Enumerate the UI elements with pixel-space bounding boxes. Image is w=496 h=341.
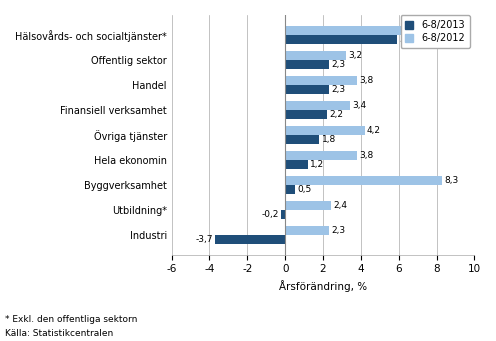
Bar	[285, 51, 346, 60]
Bar	[285, 151, 357, 160]
Text: 2,3: 2,3	[331, 226, 345, 235]
X-axis label: Årsförändring, %: Årsförändring, %	[279, 280, 367, 292]
Bar	[285, 135, 319, 144]
Text: Källa: Statistikcentralen: Källa: Statistikcentralen	[5, 329, 113, 338]
Text: 3,8: 3,8	[360, 151, 373, 160]
Bar	[285, 110, 327, 119]
Text: 2,4: 2,4	[333, 201, 347, 210]
Bar	[285, 76, 357, 85]
Bar	[285, 126, 365, 135]
Text: 3,4: 3,4	[352, 101, 366, 110]
Text: -3,7: -3,7	[195, 235, 213, 244]
Text: 1,2: 1,2	[310, 160, 324, 169]
Bar	[285, 26, 416, 35]
Bar	[215, 235, 285, 244]
Text: 6,9: 6,9	[418, 26, 433, 35]
Bar	[285, 160, 308, 169]
Text: 4,2: 4,2	[367, 126, 381, 135]
Text: 8,3: 8,3	[444, 176, 459, 185]
Text: 3,2: 3,2	[348, 51, 362, 60]
Text: 3,8: 3,8	[360, 76, 373, 85]
Bar	[285, 176, 442, 185]
Text: 0,5: 0,5	[297, 185, 311, 194]
Bar	[285, 201, 331, 210]
Text: -0,2: -0,2	[262, 210, 279, 219]
Text: 5,9: 5,9	[399, 35, 413, 44]
Legend: 6-8/2013, 6-8/2012: 6-8/2013, 6-8/2012	[401, 15, 470, 48]
Bar	[285, 226, 329, 235]
Text: * Exkl. den offentliga sektorn: * Exkl. den offentliga sektorn	[5, 315, 137, 324]
Bar	[285, 35, 397, 44]
Text: 2,3: 2,3	[331, 60, 345, 69]
Bar	[285, 60, 329, 69]
Bar	[285, 85, 329, 94]
Bar	[281, 210, 285, 219]
Bar	[285, 185, 295, 194]
Text: 1,8: 1,8	[321, 135, 336, 144]
Text: 2,2: 2,2	[329, 110, 343, 119]
Text: 2,3: 2,3	[331, 85, 345, 94]
Bar	[285, 101, 350, 110]
